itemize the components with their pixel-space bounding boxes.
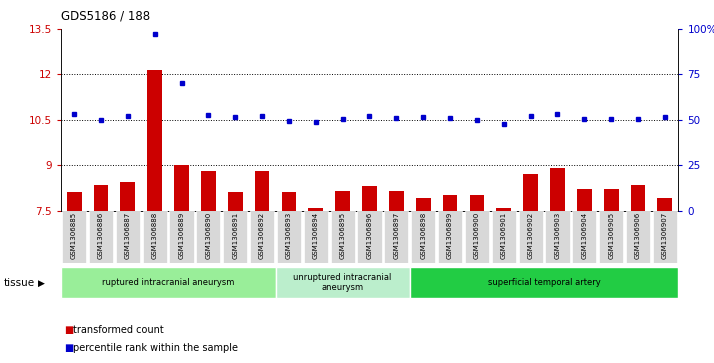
FancyBboxPatch shape <box>545 211 570 263</box>
Text: GSM1306891: GSM1306891 <box>232 212 238 259</box>
Bar <box>174 165 189 211</box>
Text: GSM1306886: GSM1306886 <box>98 212 104 259</box>
Text: GSM1306902: GSM1306902 <box>528 212 533 259</box>
FancyBboxPatch shape <box>411 211 436 263</box>
FancyBboxPatch shape <box>89 211 113 263</box>
Text: GSM1306890: GSM1306890 <box>206 212 211 259</box>
Text: percentile rank within the sample: percentile rank within the sample <box>73 343 238 354</box>
FancyBboxPatch shape <box>276 267 410 298</box>
Bar <box>94 185 109 211</box>
Text: GSM1306900: GSM1306900 <box>474 212 480 259</box>
Bar <box>308 208 323 211</box>
Bar <box>255 171 269 211</box>
Bar <box>416 199 431 211</box>
Text: GSM1306887: GSM1306887 <box>125 212 131 259</box>
Text: GSM1306896: GSM1306896 <box>366 212 373 259</box>
Text: GSM1306903: GSM1306903 <box>555 212 560 259</box>
Text: GSM1306889: GSM1306889 <box>178 212 184 259</box>
Text: GSM1306897: GSM1306897 <box>393 212 399 259</box>
Bar <box>228 192 243 211</box>
Bar <box>550 168 565 211</box>
Bar <box>66 192 81 211</box>
Text: tissue: tissue <box>4 278 35 288</box>
Text: GSM1306895: GSM1306895 <box>340 212 346 259</box>
FancyBboxPatch shape <box>223 211 247 263</box>
Bar <box>443 195 458 211</box>
Bar <box>658 199 673 211</box>
FancyBboxPatch shape <box>492 211 516 263</box>
Bar <box>577 189 592 211</box>
Text: unruptured intracranial
aneurysm: unruptured intracranial aneurysm <box>293 273 392 292</box>
Text: GSM1306905: GSM1306905 <box>608 212 614 259</box>
FancyBboxPatch shape <box>626 211 650 263</box>
Bar <box>201 171 216 211</box>
FancyBboxPatch shape <box>61 267 276 298</box>
FancyBboxPatch shape <box>169 211 193 263</box>
Text: GSM1306899: GSM1306899 <box>447 212 453 259</box>
FancyBboxPatch shape <box>143 211 167 263</box>
Text: GSM1306892: GSM1306892 <box>259 212 265 259</box>
FancyBboxPatch shape <box>358 211 381 263</box>
FancyBboxPatch shape <box>599 211 623 263</box>
Bar <box>470 195 484 211</box>
Bar <box>389 191 403 211</box>
Bar <box>630 185 645 211</box>
Text: GSM1306885: GSM1306885 <box>71 212 77 259</box>
FancyBboxPatch shape <box>572 211 596 263</box>
FancyBboxPatch shape <box>303 211 328 263</box>
Bar <box>496 208 511 211</box>
Text: GSM1306898: GSM1306898 <box>421 212 426 259</box>
Text: GSM1306894: GSM1306894 <box>313 212 318 259</box>
Bar <box>604 189 618 211</box>
Text: GSM1306893: GSM1306893 <box>286 212 292 259</box>
FancyBboxPatch shape <box>250 211 274 263</box>
Text: ■: ■ <box>64 343 74 354</box>
Text: GDS5186 / 188: GDS5186 / 188 <box>61 9 150 22</box>
Text: transformed count: transformed count <box>73 325 164 335</box>
FancyBboxPatch shape <box>465 211 489 263</box>
Text: GSM1306888: GSM1306888 <box>151 212 158 259</box>
Text: ruptured intracranial aneurysm: ruptured intracranial aneurysm <box>102 278 234 287</box>
Text: ■: ■ <box>64 325 74 335</box>
FancyBboxPatch shape <box>277 211 301 263</box>
Text: superficial temporal artery: superficial temporal artery <box>488 278 600 287</box>
FancyBboxPatch shape <box>384 211 408 263</box>
FancyBboxPatch shape <box>410 267 678 298</box>
FancyBboxPatch shape <box>518 211 543 263</box>
Bar <box>362 186 377 211</box>
FancyBboxPatch shape <box>116 211 140 263</box>
FancyBboxPatch shape <box>196 211 221 263</box>
Text: ▶: ▶ <box>38 279 45 287</box>
Text: GSM1306904: GSM1306904 <box>581 212 588 259</box>
FancyBboxPatch shape <box>438 211 462 263</box>
FancyBboxPatch shape <box>653 211 677 263</box>
Bar <box>147 70 162 211</box>
Text: GSM1306906: GSM1306906 <box>635 212 641 259</box>
Text: GSM1306907: GSM1306907 <box>662 212 668 259</box>
Text: GSM1306901: GSM1306901 <box>501 212 507 259</box>
FancyBboxPatch shape <box>62 211 86 263</box>
Bar <box>121 182 135 211</box>
FancyBboxPatch shape <box>331 211 355 263</box>
Bar <box>523 174 538 211</box>
Bar <box>281 192 296 211</box>
Bar <box>336 191 350 211</box>
